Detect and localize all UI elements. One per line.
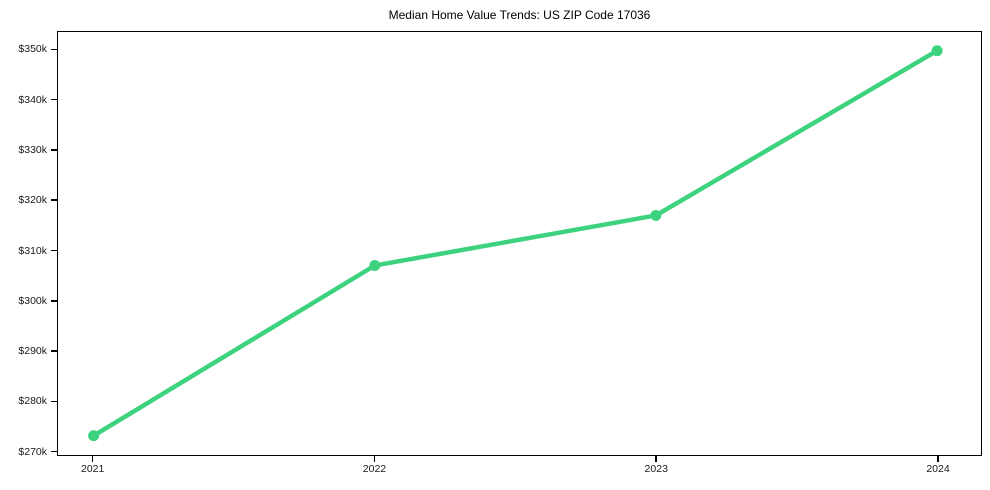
data-point-marker [650,209,662,221]
y-axis-tick-label: $290k [18,345,47,358]
x-axis-tick-mark [655,456,657,462]
x-axis-tick-mark [937,456,939,462]
x-axis-tick-mark [91,456,94,462]
y-axis-tick-mark [51,249,57,252]
x-axis-tick-label: 2021 [81,463,105,475]
y-axis-tick-label: $340k [18,93,47,106]
y-axis-tick-mark [51,450,57,453]
x-axis-tick-label: 2024 [926,463,950,475]
y-axis-tick-mark [51,199,57,201]
data-point-marker [369,260,381,271]
data-point-marker [931,45,943,57]
trend-line [91,48,940,438]
x-axis-tick-label: 2022 [362,463,387,475]
y-axis-tick-label: $320k [18,194,47,207]
y-axis-tick-label: $280k [18,395,47,408]
y-axis-tick-label: $350k [18,43,47,56]
y-axis-tick-mark [51,400,57,403]
plot-area [57,31,982,456]
x-axis-tick-mark [373,456,376,462]
trend-line-svg [88,45,943,442]
x-axis-tick-label: 2023 [644,463,668,475]
y-axis-tick-label: $310k [18,244,47,257]
y-axis-tick-label: $270k [18,445,47,458]
y-axis-tick-mark [51,350,57,352]
y-axis-tick-mark [51,300,57,302]
y-axis-tick-mark [51,98,57,101]
data-point-marker [88,430,100,442]
y-axis-tick-label: $300k [18,294,47,307]
chart-title: Median Home Value Trends: US ZIP Code 17… [388,8,651,22]
y-axis-tick-label: $330k [18,143,47,156]
y-axis-tick-mark [51,149,57,151]
y-axis-tick-mark [51,48,57,51]
